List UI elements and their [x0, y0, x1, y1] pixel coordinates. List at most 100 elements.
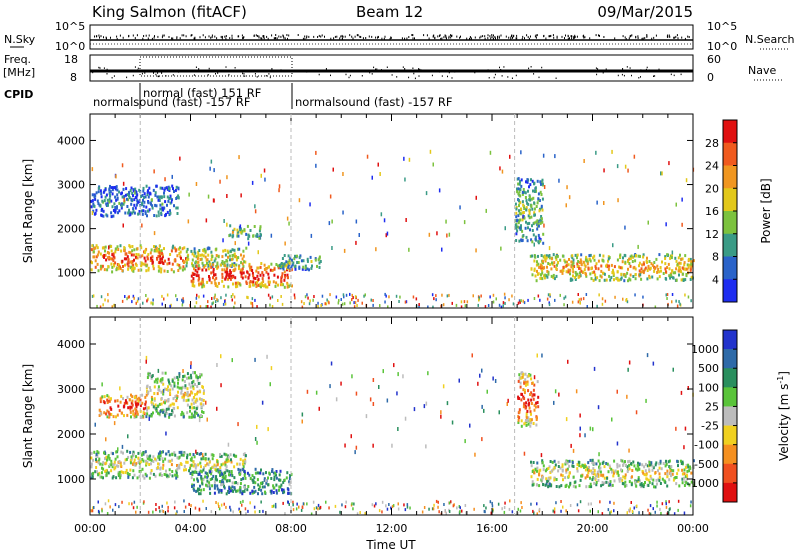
echo-cell — [116, 399, 119, 403]
echo-cell — [266, 285, 269, 289]
echo-cell — [120, 450, 123, 454]
sparse-cell — [436, 231, 438, 236]
echo-cell — [134, 400, 137, 404]
echo-cell — [688, 483, 691, 487]
noise-cell — [412, 295, 415, 299]
echo-cell — [534, 235, 537, 239]
echo-cell — [624, 473, 627, 477]
noise-cell — [325, 500, 327, 504]
echo-cell — [179, 462, 182, 466]
echo-cell — [146, 460, 149, 464]
y-tick-label: 1000 — [57, 267, 85, 280]
echo-cell — [159, 466, 162, 470]
sparse-cell — [385, 233, 387, 238]
sparse-cell — [315, 150, 317, 155]
echo-cell — [216, 478, 218, 482]
sparse-cell — [365, 414, 368, 419]
echo-cell — [108, 191, 111, 195]
echo-cell — [159, 207, 162, 211]
echo-cell — [186, 387, 189, 391]
echo-cell — [658, 479, 661, 483]
noise-cell — [364, 512, 366, 516]
echo-cell — [535, 205, 538, 208]
echo-cell — [199, 414, 202, 417]
noise-cell — [501, 507, 503, 511]
echo-cell — [300, 259, 303, 263]
sparse-cell — [675, 202, 677, 207]
noise-cell — [435, 298, 437, 302]
echo-cell — [567, 474, 570, 478]
echo-cell — [221, 475, 224, 479]
echo-cell — [190, 249, 193, 253]
echo-cell — [654, 471, 657, 474]
echo-cell — [690, 260, 693, 264]
echo-cell — [202, 399, 205, 402]
echo-cell — [91, 475, 94, 479]
echo-cell — [637, 461, 639, 465]
echo-cell — [630, 483, 633, 487]
nave-sample — [638, 77, 640, 79]
noise-cell — [509, 499, 511, 503]
echo-cell — [555, 274, 558, 278]
echo-cell — [137, 461, 140, 464]
echo-cell — [278, 473, 281, 477]
sparse-cell — [624, 225, 626, 230]
echo-cell — [108, 464, 111, 468]
echo-cell — [110, 245, 113, 248]
echo-cell — [132, 210, 135, 214]
echo-cell — [186, 391, 189, 395]
echo-cell — [137, 456, 140, 460]
echo-cell — [290, 258, 293, 262]
y-tick-label: 2000 — [57, 223, 85, 236]
echo-cell — [179, 250, 182, 254]
nave-sample — [194, 69, 196, 72]
noise-cell — [340, 298, 342, 301]
echo-cell — [210, 258, 213, 262]
echo-cell — [93, 195, 96, 199]
echo-cell — [110, 262, 113, 266]
noise-cell — [166, 501, 168, 505]
echo-cell — [97, 250, 100, 254]
echo-cell — [211, 265, 214, 268]
echo-cell — [185, 468, 187, 472]
echo-cell — [111, 192, 114, 196]
echo-cell — [650, 461, 653, 465]
echo-cell — [528, 221, 531, 225]
echo-cell — [516, 229, 519, 233]
echo-cell — [249, 477, 252, 480]
noise-cell — [292, 508, 295, 512]
echo-cell — [196, 378, 199, 382]
echo-cell — [569, 278, 572, 282]
echo-cell — [587, 471, 590, 475]
echo-cell — [123, 404, 126, 408]
noise-cell — [351, 298, 353, 302]
noise-cell — [271, 505, 273, 508]
echo-cell — [527, 374, 530, 378]
echo-cell — [213, 278, 216, 282]
echo-cell — [593, 258, 596, 262]
echo-cell — [103, 451, 105, 455]
echo-cell — [178, 386, 181, 390]
echo-cell — [164, 186, 167, 190]
echo-cell — [681, 257, 684, 261]
echo-cell — [135, 196, 138, 199]
echo-cell — [104, 245, 107, 249]
sparse-cell — [122, 223, 124, 228]
echo-cell — [197, 463, 200, 467]
nave-sample — [391, 74, 393, 76]
echo-cell — [160, 390, 163, 394]
echo-cell — [265, 471, 267, 475]
echo-cell — [118, 263, 120, 267]
sparse-cell — [579, 413, 581, 418]
echo-cell — [107, 203, 109, 207]
echo-cell — [190, 458, 193, 462]
echo-cell — [96, 450, 99, 454]
echo-cell — [100, 213, 103, 217]
echo-cell — [171, 470, 174, 473]
echo-cell — [167, 407, 170, 411]
echo-cell — [282, 267, 285, 271]
noise-cell — [353, 502, 355, 506]
echo-cell — [530, 402, 533, 405]
echo-cell — [204, 249, 207, 253]
echo-cell — [95, 208, 98, 212]
